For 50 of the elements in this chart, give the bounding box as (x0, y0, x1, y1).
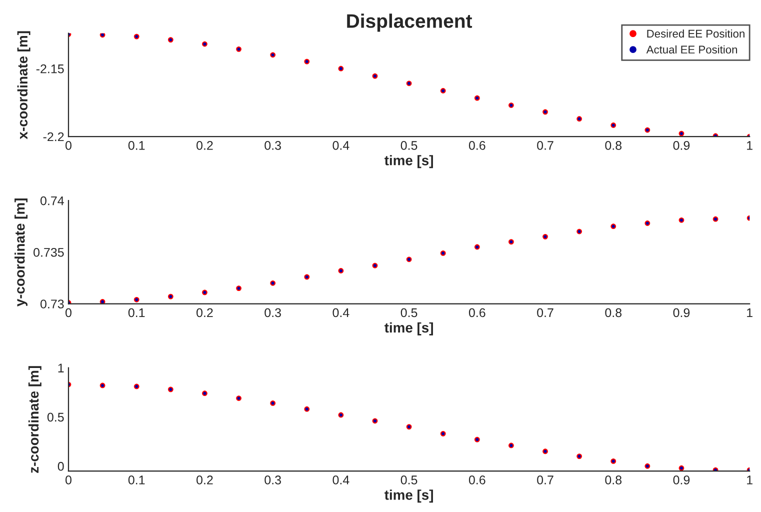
x-tick-label: 0.3 (264, 141, 281, 150)
x-tick-label: 0.8 (605, 476, 622, 484)
x-tick-label: 0.6 (468, 141, 486, 150)
x-axis-title: time [s] (384, 490, 433, 503)
x-tick-label: 0.7 (537, 476, 554, 484)
x-tick-label: 0.9 (673, 308, 690, 318)
x-axis-title: time [s] (384, 155, 433, 168)
y-tick-label: -2.2 (43, 132, 64, 142)
y-tick-label: 0.73 (40, 300, 64, 308)
x-tick-label: 0.7 (537, 141, 554, 150)
x-tick-label: 0.5 (400, 476, 418, 484)
x-tick-label: 0 (66, 308, 72, 318)
x-tick-label: 0.4 (332, 476, 350, 484)
x-tick-label: 0.2 (196, 308, 213, 318)
x-tick-label: 0 (66, 141, 72, 150)
y-tick-label: 0.735 (34, 248, 64, 257)
x-tick-label: 1 (747, 476, 752, 484)
x-tick-label: 0.3 (264, 476, 281, 484)
x-tick-label: 0.7 (537, 308, 554, 318)
y-tick-label: 0.74 (40, 196, 64, 206)
chart-title: Displacement (347, 14, 472, 32)
legend-label: Actual EE Position (646, 45, 738, 54)
y-tick-label: 1 (58, 364, 64, 372)
x-tick-label: 0.4 (332, 308, 350, 318)
x-tick-label: 0.2 (196, 141, 213, 150)
x-tick-label: 0.5 (400, 141, 418, 150)
x-tick-label: 0.8 (605, 141, 622, 150)
x-tick-label: 0.9 (673, 141, 690, 150)
x-tick-label: 0.1 (128, 476, 145, 484)
y-axis-title: x-coordinate [m] (17, 31, 30, 140)
y-tick-label: 0 (58, 462, 64, 471)
y-tick-label: -2.15 (36, 64, 64, 74)
y-axis-title: y-coordinate [m] (14, 198, 28, 306)
x-tick-label: 0.4 (332, 141, 350, 150)
x-tick-label: 0.6 (468, 476, 486, 484)
x-axis-title: time [s] (384, 322, 433, 336)
x-tick-label: 0.2 (196, 476, 213, 484)
x-tick-label: 0.6 (468, 308, 486, 318)
y-axis-title: z-coordinate [m] (28, 366, 42, 473)
legend-label: Desired EE Position (647, 29, 744, 38)
x-tick-label: 0.8 (605, 308, 622, 318)
x-tick-label: 1 (747, 308, 752, 318)
x-tick-label: 0.3 (264, 308, 281, 318)
y-tick-label: 0.5 (47, 412, 64, 422)
x-tick-label: 0.9 (673, 476, 690, 484)
x-tick-label: 0.1 (128, 308, 145, 318)
x-tick-label: 1 (747, 141, 752, 150)
x-tick-label: 0.1 (128, 141, 145, 150)
x-tick-label: 0 (66, 476, 72, 484)
x-tick-label: 0.5 (400, 308, 418, 318)
